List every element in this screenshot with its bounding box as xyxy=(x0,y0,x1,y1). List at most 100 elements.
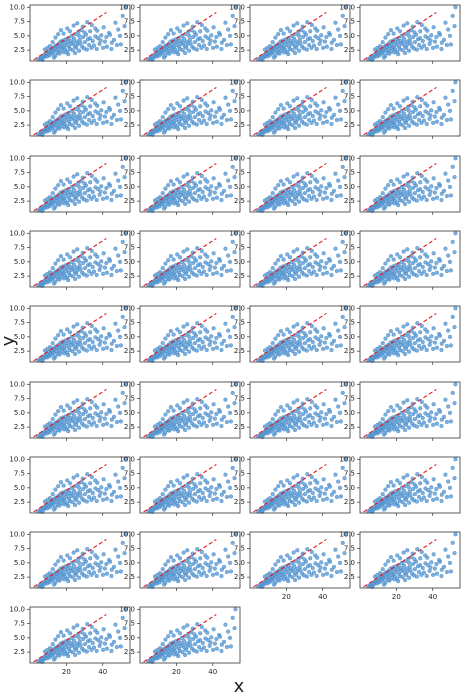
data-point xyxy=(270,492,275,497)
data-point xyxy=(183,577,188,583)
y-tick-label: 2.5 xyxy=(234,272,245,280)
data-point xyxy=(211,497,216,502)
data-point xyxy=(338,343,343,348)
data-point xyxy=(324,44,329,49)
data-point xyxy=(395,553,400,558)
data-point xyxy=(74,271,79,276)
data-point xyxy=(82,557,87,562)
axes-frame xyxy=(359,305,461,363)
data-point xyxy=(78,568,83,573)
data-point xyxy=(291,417,296,422)
y-tick-label: 10.0 xyxy=(9,605,25,613)
data-point xyxy=(97,418,102,423)
data-point xyxy=(420,113,425,119)
data-point xyxy=(387,277,392,282)
data-point xyxy=(329,197,334,203)
data-point xyxy=(318,339,323,344)
data-point xyxy=(414,424,419,429)
data-point xyxy=(452,551,457,556)
data-point xyxy=(117,108,123,113)
data-point xyxy=(89,497,94,502)
data-point xyxy=(381,356,387,361)
data-point xyxy=(89,248,94,254)
data-point xyxy=(120,314,125,319)
data-point xyxy=(308,104,313,109)
data-point xyxy=(93,335,98,340)
data-point xyxy=(87,638,93,643)
data-point xyxy=(276,258,281,263)
data-point xyxy=(224,268,229,274)
data-point xyxy=(271,507,277,512)
data-point xyxy=(171,257,176,262)
axes-frame xyxy=(249,531,351,589)
data-point xyxy=(313,561,318,566)
data-point xyxy=(161,582,167,587)
data-point xyxy=(85,547,90,552)
x-tick-label: 40 xyxy=(208,668,217,676)
data-point xyxy=(78,418,83,423)
data-point xyxy=(404,45,409,50)
data-point xyxy=(97,192,102,197)
data-point xyxy=(74,497,79,502)
data-point xyxy=(77,485,82,490)
y-tick-label: 5.0 xyxy=(14,409,25,417)
data-point xyxy=(309,120,314,125)
data-point xyxy=(104,195,109,200)
data-point xyxy=(446,253,451,258)
data-point xyxy=(386,183,391,188)
data-point xyxy=(334,419,339,425)
data-point xyxy=(415,547,420,552)
data-point xyxy=(291,475,296,480)
data-point xyxy=(192,331,197,336)
data-point xyxy=(168,179,173,184)
data-point xyxy=(285,327,290,332)
data-point xyxy=(192,115,197,120)
data-point xyxy=(122,175,127,180)
data-point xyxy=(452,401,457,406)
data-point xyxy=(197,644,202,650)
data-point xyxy=(74,346,79,351)
data-point xyxy=(187,560,192,565)
data-point xyxy=(391,182,396,187)
data-point xyxy=(337,560,343,565)
data-point xyxy=(214,44,219,49)
data-point xyxy=(295,398,300,403)
y-tick-label: 7.5 xyxy=(124,93,135,101)
data-point xyxy=(287,180,293,185)
reference-line xyxy=(363,312,437,362)
data-point xyxy=(423,561,428,566)
data-point xyxy=(311,269,317,274)
data-point xyxy=(177,631,183,636)
data-point xyxy=(297,48,302,53)
data-point xyxy=(109,573,114,579)
data-point xyxy=(204,197,209,203)
data-point xyxy=(285,478,290,483)
data-point xyxy=(321,45,326,50)
axes-frame xyxy=(29,4,131,62)
data-point xyxy=(166,409,171,414)
data-point xyxy=(167,428,172,433)
data-point xyxy=(315,179,320,184)
data-point xyxy=(322,114,327,119)
data-point xyxy=(277,428,282,433)
data-point xyxy=(441,489,447,494)
data-point xyxy=(65,628,70,633)
data-point xyxy=(200,490,205,496)
data-point xyxy=(297,564,302,569)
data-point xyxy=(309,323,314,329)
data-point xyxy=(444,193,449,199)
axes-frame xyxy=(249,381,351,439)
data-point xyxy=(397,104,403,109)
data-point xyxy=(183,351,188,357)
data-point xyxy=(221,338,227,343)
data-point xyxy=(183,652,188,658)
data-point xyxy=(412,331,417,336)
data-point xyxy=(431,326,436,331)
data-point xyxy=(444,494,449,500)
data-point xyxy=(204,121,209,127)
data-point xyxy=(439,567,444,572)
data-point xyxy=(201,344,207,349)
data-point xyxy=(450,13,455,18)
data-point xyxy=(302,567,307,572)
data-point xyxy=(184,572,189,577)
